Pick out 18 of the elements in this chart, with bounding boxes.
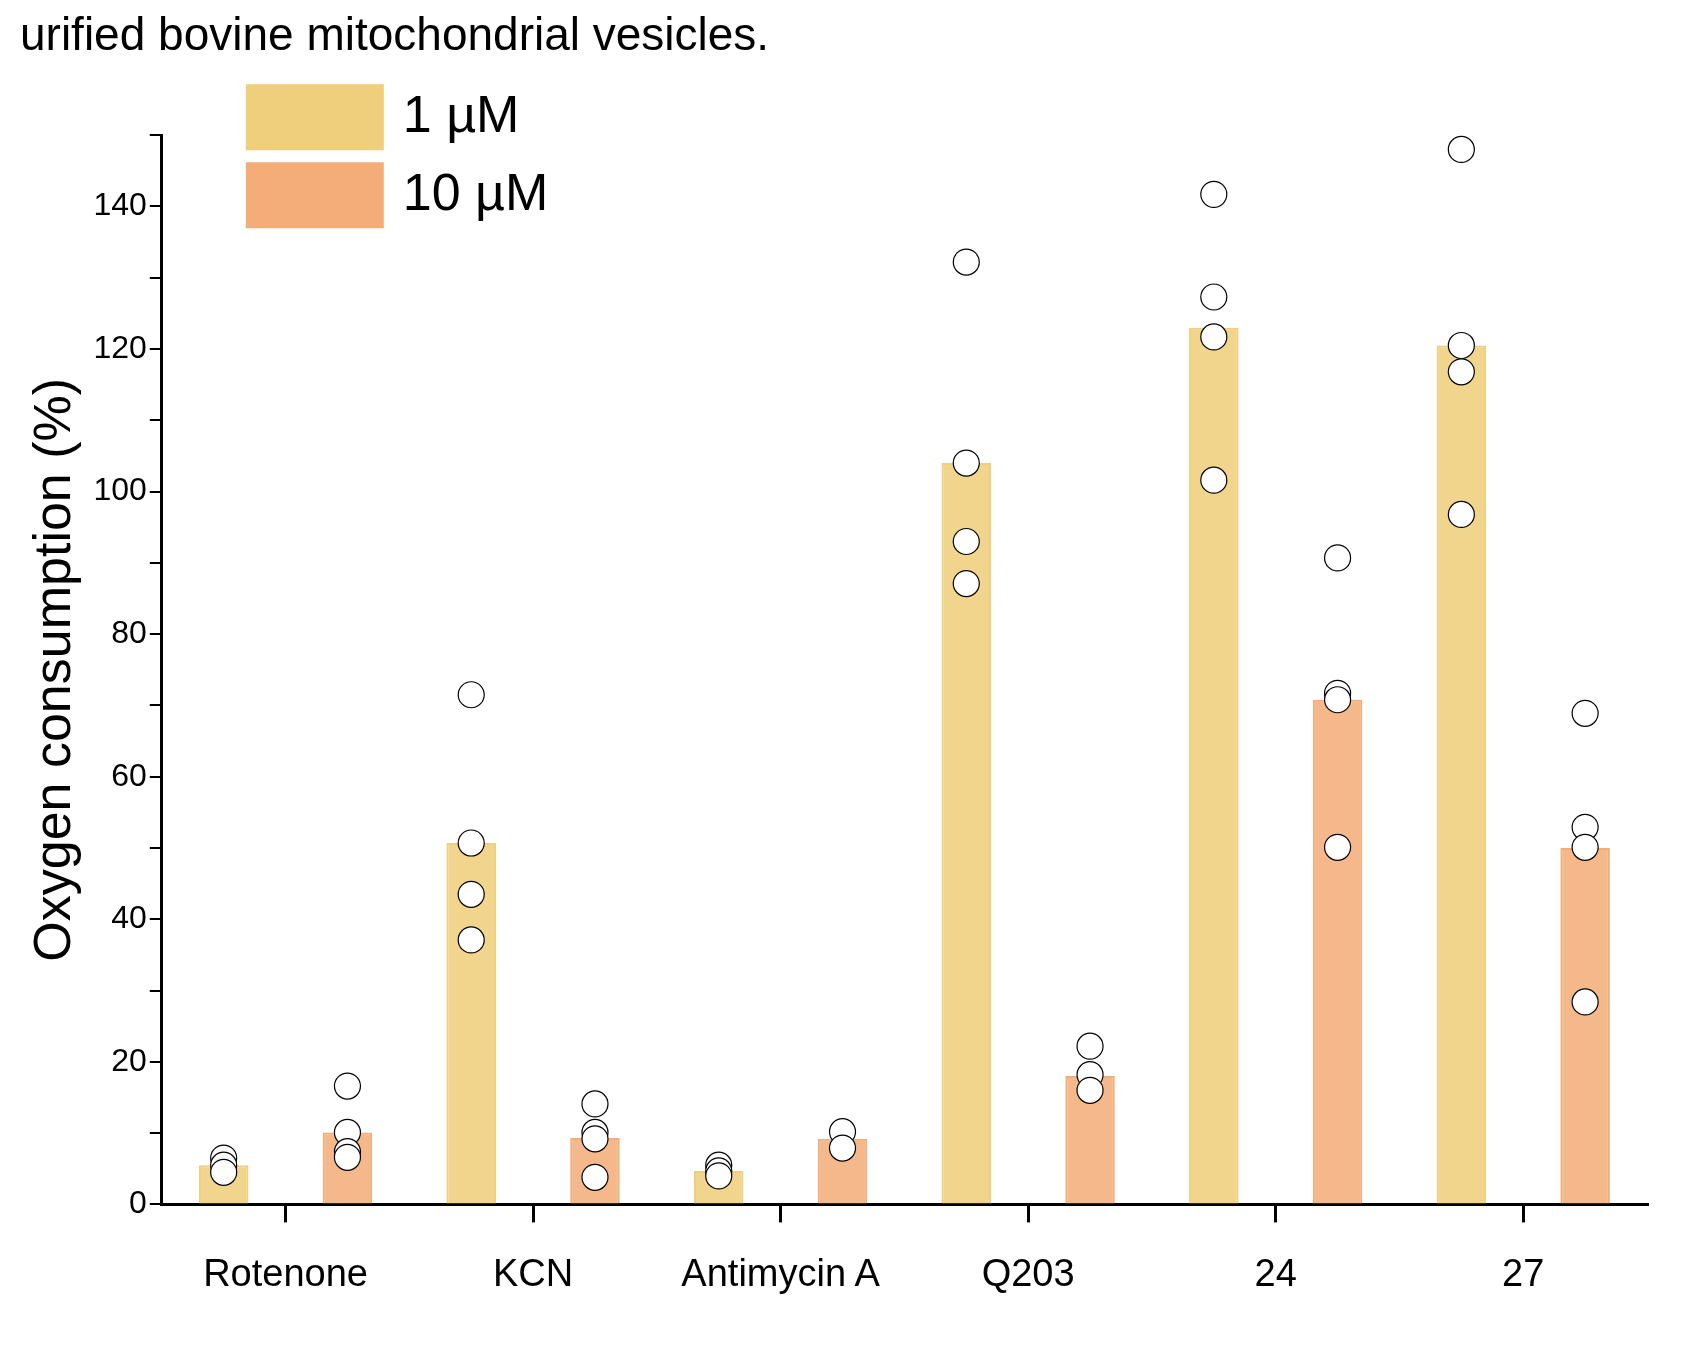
y-tick-label: 60 [111,756,147,793]
y-tick-label: 100 [93,471,147,508]
chart-title: urified bovine mitochondrial vesicles. [20,8,770,61]
x-tick-label: KCN [492,1251,574,1294]
y-tick-label: 120 [93,328,147,365]
x-tick-label: Antimycin A [681,1251,881,1294]
legend-label: 1 µM [402,84,520,143]
y-axis-title: Oxygen consumption (%) [22,377,81,962]
x-tick-label: Rotenone [203,1251,368,1294]
y-tick-label: 20 [111,1041,147,1078]
x-tick-label: Q203 [981,1251,1075,1294]
y-tick-label: 80 [111,613,147,650]
x-tick-label: 24 [1254,1251,1297,1294]
legend-label: 10 µM [402,162,549,221]
y-tick-label: 140 [93,186,147,223]
x-tick-label: 27 [1502,1251,1545,1294]
y-tick-label: 0 [128,1184,147,1221]
y-tick-label: 40 [111,899,147,936]
